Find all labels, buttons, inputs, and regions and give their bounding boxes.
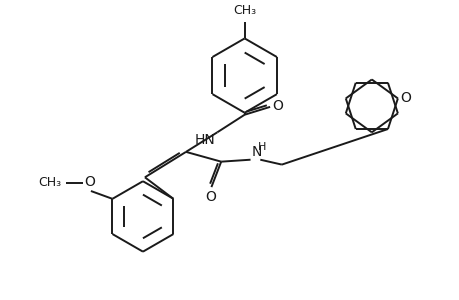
Text: O: O <box>205 190 215 204</box>
Text: O: O <box>84 175 95 189</box>
Text: H: H <box>258 142 266 152</box>
Text: N: N <box>251 145 261 159</box>
Text: CH₃: CH₃ <box>39 176 62 189</box>
Text: O: O <box>399 92 410 105</box>
Text: HN: HN <box>194 133 215 147</box>
Text: O: O <box>271 99 282 113</box>
Text: CH₃: CH₃ <box>233 4 256 17</box>
